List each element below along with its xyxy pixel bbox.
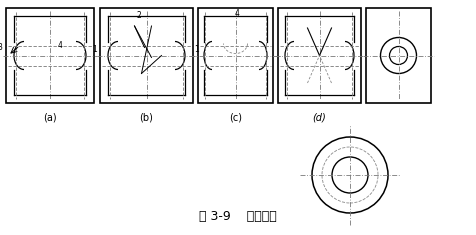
Text: (c): (c) — [229, 113, 242, 123]
Text: 4: 4 — [235, 9, 240, 18]
Text: 1: 1 — [93, 44, 98, 54]
Text: 3: 3 — [0, 43, 2, 52]
Text: 4: 4 — [58, 40, 63, 50]
Text: 1: 1 — [195, 44, 199, 54]
Text: 图 3-9    圆柱穿孔: 图 3-9 圆柱穿孔 — [199, 210, 277, 223]
Text: 2: 2 — [136, 11, 141, 20]
Text: (b): (b) — [139, 113, 153, 123]
Text: (a): (a) — [43, 113, 57, 123]
Text: (d): (d) — [313, 113, 327, 123]
